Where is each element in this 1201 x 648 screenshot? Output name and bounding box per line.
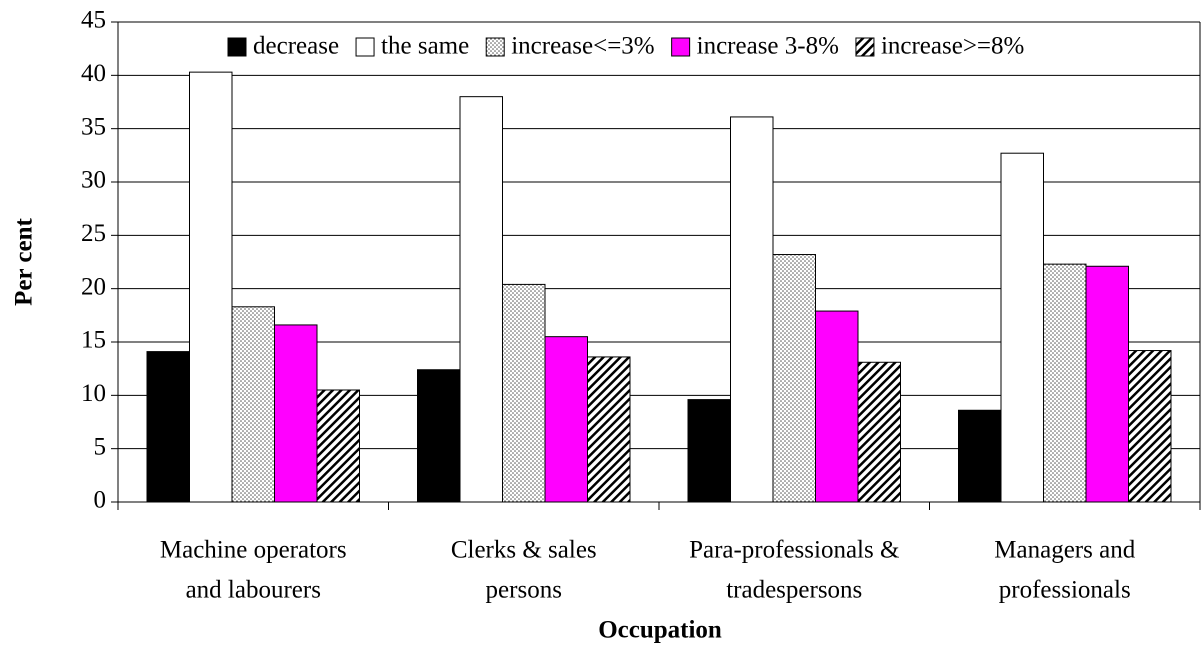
legend-label: the same [381,33,469,60]
x-tick-label: and labourers [186,577,321,604]
legend-swatch [227,37,247,57]
legend-label: increase<=3% [511,33,654,60]
bar [231,306,275,503]
bar [1128,350,1172,503]
y-tick-label: 15 [81,327,106,354]
legend-swatch [855,37,875,57]
x-tick-label: Machine operators [160,537,347,564]
bar [417,369,461,503]
bar [502,283,546,503]
bar [815,310,859,503]
bar [587,356,631,503]
x-tick-label: Managers and [994,537,1135,564]
y-axis-title: Per cent [11,217,38,305]
y-tick-label: 45 [81,7,106,34]
bar [274,324,318,503]
legend-label: increase 3-8% [697,33,839,60]
y-tick-label: 30 [81,167,106,194]
y-tick-label: 25 [81,220,106,247]
bar [857,361,901,503]
legend: decrease the same increase<=3% increase 3-8… [227,33,1024,60]
legend-swatch [485,37,505,57]
x-tick-label: Para-professionals & [689,537,899,564]
y-tick-label: 0 [94,487,107,514]
bar [146,351,190,503]
bar [189,71,233,503]
bar [316,389,360,503]
x-axis-title: Occupation [598,617,722,644]
x-tick-label: persons [486,577,562,604]
legend-label: increase>=8% [881,33,1024,60]
x-tick-label: professionals [999,577,1131,604]
y-tick-label: 20 [81,273,106,300]
y-tick-label: 5 [94,433,107,460]
bar [1000,152,1044,503]
y-tick-label: 10 [81,380,106,407]
x-tick-label: tradespersons [726,577,862,604]
legend-swatch [355,37,375,57]
bar [459,96,503,503]
x-tick-label: Clerks & sales [451,537,597,564]
bar [1043,263,1087,503]
y-tick-label: 35 [81,113,106,140]
bar [1085,265,1129,503]
bar [687,399,731,503]
bar [544,336,588,503]
legend-swatch [671,37,691,57]
legend-label: decrease [253,33,339,60]
bar [730,116,774,503]
bar [958,409,1002,503]
bar [772,254,816,503]
y-tick-label: 40 [81,60,106,87]
